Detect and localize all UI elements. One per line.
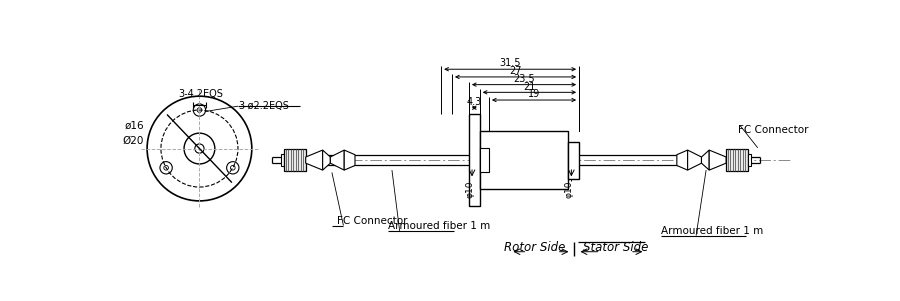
Polygon shape [688,150,701,170]
Bar [480,131,568,189]
Bar [281,154,284,166]
Polygon shape [330,150,344,170]
Polygon shape [344,150,355,170]
Bar [469,114,480,206]
Bar [726,149,748,171]
Bar [748,154,751,166]
Polygon shape [709,150,726,170]
Text: 21: 21 [523,82,536,92]
Bar [284,149,306,171]
Text: ø16: ø16 [124,120,144,130]
Polygon shape [701,150,709,170]
Text: 27: 27 [509,66,522,76]
Text: φ10: φ10 [465,181,474,198]
Text: 3-ø2.2EQS: 3-ø2.2EQS [238,101,289,111]
Text: 19: 19 [528,89,540,99]
Text: 4.3: 4.3 [467,97,482,107]
Text: Armoured fiber 1 m: Armoured fiber 1 m [388,221,490,231]
Bar [568,141,579,178]
Bar [480,148,489,172]
Text: Rotor Side: Rotor Side [505,241,566,254]
Text: 3-4.2EQS: 3-4.2EQS [178,89,223,99]
Text: φ10: φ10 [564,181,573,198]
Text: Armoured fiber 1 m: Armoured fiber 1 m [662,225,764,236]
Text: FC Connector: FC Connector [738,126,809,135]
Text: Ø20: Ø20 [122,136,144,146]
Polygon shape [322,150,330,170]
Text: 23.5: 23.5 [513,74,535,84]
Text: Stator Side: Stator Side [583,241,649,254]
Polygon shape [306,150,322,170]
Polygon shape [677,150,688,170]
Text: FC Connector: FC Connector [337,216,407,225]
Text: 31.5: 31.5 [500,58,521,68]
